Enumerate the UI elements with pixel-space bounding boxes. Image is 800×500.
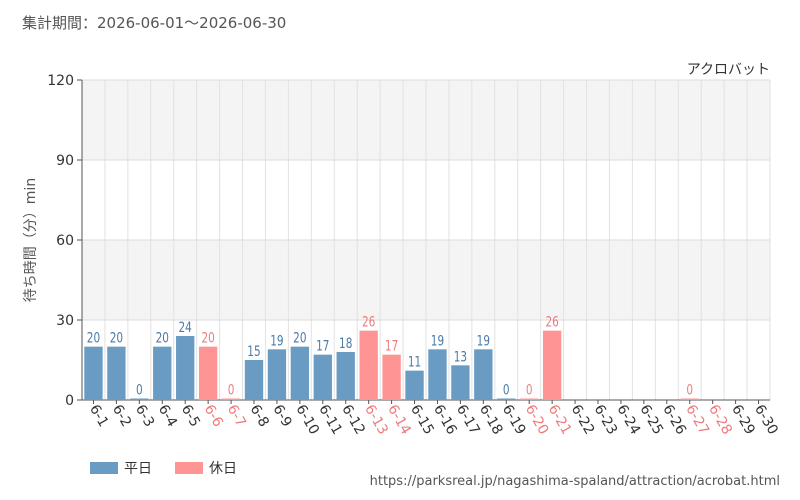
bar-value-label: 18 [339, 336, 352, 352]
period-text: 集計期間：2026-06-01～2026-06-30 [22, 14, 287, 32]
x-tick-label: 6-7 [224, 402, 249, 430]
holiday-swatch [175, 462, 203, 474]
bar-value-label: 20 [201, 330, 214, 346]
x-tick-label: 6-28 [705, 402, 735, 438]
x-tick-label: 6-22 [568, 402, 598, 438]
bar-value-label: 17 [316, 338, 329, 354]
x-tick-label: 6-24 [613, 402, 643, 438]
bar-6-13 [359, 330, 378, 400]
x-tick-label: 6-9 [269, 402, 294, 430]
bar-value-label: 20 [110, 330, 123, 346]
x-tick-label: 6-21 [545, 402, 575, 438]
bar-6-12 [336, 352, 355, 400]
legend-weekday-label: 平日 [124, 461, 152, 477]
x-tick-label: 6-13 [361, 402, 391, 438]
bar-6-10 [290, 346, 310, 400]
bar-value-label: 19 [477, 333, 490, 349]
bar-6-9 [267, 349, 287, 400]
y-tick-label: 30 [56, 313, 74, 329]
x-tick-label: 6-17 [453, 402, 483, 438]
bar-6-7 [221, 398, 241, 400]
legend-weekday: 平日 [90, 458, 152, 478]
x-tick-label: 6-3 [132, 402, 157, 430]
x-tick-label: 6-10 [292, 402, 322, 438]
x-tick-label: 6-23 [591, 402, 621, 438]
legend-holiday: 休日 [175, 458, 237, 478]
x-tick-label: 6-4 [155, 402, 180, 430]
x-tick-label: 6-20 [522, 402, 552, 438]
bar-6-20 [520, 398, 539, 400]
bar-value-label: 20 [87, 330, 100, 346]
bar-value-label: 0 [136, 382, 143, 398]
bar-6-15 [405, 370, 424, 400]
source-url[interactable]: https://parksreal.jp/nagashima-spaland/a… [369, 474, 780, 489]
bar-6-6 [198, 346, 218, 400]
bar-6-18 [474, 349, 493, 400]
bar-6-11 [313, 354, 332, 400]
y-tick-label: 0 [65, 393, 74, 409]
bar-6-3 [130, 398, 149, 400]
bar-6-19 [497, 398, 516, 400]
x-tick-label: 6-2 [109, 402, 134, 430]
bar-value-label: 17 [385, 338, 398, 354]
bar-value-label: 20 [156, 330, 169, 346]
x-tick-label: 6-15 [407, 402, 437, 438]
x-tick-label: 6-8 [247, 402, 272, 430]
bar-value-label: 13 [454, 349, 467, 365]
bar-value-label: 0 [526, 382, 533, 398]
bar-6-1 [84, 346, 103, 400]
x-tick-label: 6-26 [659, 402, 689, 438]
x-tick-label: 6-12 [338, 402, 368, 438]
x-tick-label: 6-30 [751, 402, 781, 438]
bar-6-4 [153, 346, 172, 400]
x-tick-label: 6-29 [728, 402, 758, 438]
y-tick-label: 60 [56, 233, 74, 249]
bar-value-label: 0 [503, 382, 510, 398]
legend-holiday-label: 休日 [209, 461, 237, 477]
bar-6-17 [451, 365, 470, 400]
bar-6-8 [244, 360, 264, 400]
bar-value-label: 26 [545, 314, 558, 330]
bar-6-2 [107, 346, 126, 400]
chart-title: アクロバット [687, 62, 770, 78]
x-tick-label: 6-1 [86, 402, 111, 430]
weekday-swatch [90, 462, 118, 474]
x-tick-label: 6-16 [430, 402, 460, 438]
bar-value-label: 26 [362, 314, 375, 330]
y-tick-label: 90 [56, 153, 74, 169]
y-tick-label: 120 [47, 73, 74, 89]
bar-value-label: 15 [247, 344, 260, 360]
bar-6-21 [542, 330, 562, 400]
bar-value-label: 20 [293, 330, 306, 346]
bar-value-label: 0 [228, 382, 235, 398]
bar-6-5 [176, 336, 195, 400]
bar-value-label: 19 [270, 333, 283, 349]
x-tick-label: 6-5 [178, 402, 203, 430]
bar-6-14 [382, 354, 401, 400]
bar-value-label: 0 [686, 382, 693, 398]
x-tick-label: 6-11 [315, 402, 345, 438]
x-tick-label: 6-18 [476, 402, 506, 438]
x-tick-label: 6-27 [682, 402, 712, 438]
y-axis-title: 待ち時間（分）min [23, 178, 39, 302]
x-tick-label: 6-6 [201, 402, 226, 430]
bar-value-label: 24 [179, 320, 192, 336]
bar-value-label: 19 [431, 333, 444, 349]
bar-value-label: 11 [408, 354, 421, 370]
x-tick-label: 6-19 [499, 402, 529, 438]
x-tick-label: 6-25 [636, 402, 666, 438]
x-tick-label: 6-14 [384, 402, 414, 438]
bar-6-27 [680, 398, 699, 400]
bar-6-16 [428, 349, 447, 400]
